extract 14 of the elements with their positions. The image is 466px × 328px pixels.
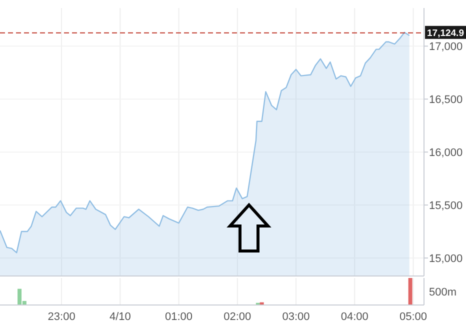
x-tick-label: 4/10: [109, 311, 131, 323]
y-tick-label: 17,000: [429, 40, 463, 53]
x-tick-label: 02:00: [224, 311, 252, 323]
x-tick-label: 05:00: [399, 311, 428, 323]
x-tick-label: 01:00: [165, 311, 193, 323]
y-tick-label: 15,000: [429, 252, 463, 265]
y-tick-label: 16,500: [429, 94, 463, 106]
y-tick-label: 15,500: [429, 200, 463, 212]
text: 500m: [429, 286, 457, 298]
x-tick-label: 03:00: [282, 311, 310, 323]
y-tick-label: 16,000: [429, 146, 463, 159]
x-tick-label: 23:00: [48, 311, 76, 323]
x-tick-label: 04:00: [340, 311, 368, 323]
ref-line-label: 17,124.9: [427, 28, 464, 40]
